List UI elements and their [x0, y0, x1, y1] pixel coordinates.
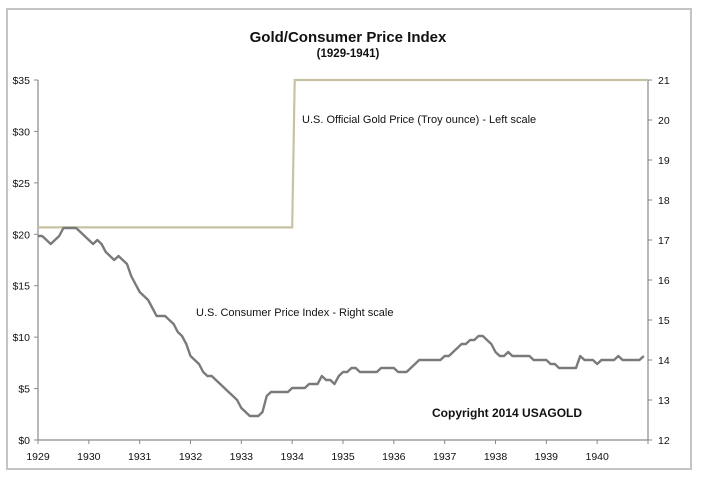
x-tick-label: 1929: [26, 451, 50, 463]
left-y-ticks: $0 $5 $10 $15 $20 $25 $30 $35: [12, 75, 38, 447]
left-y-tick-label: $10: [12, 332, 30, 344]
right-y-tick-label: 13: [658, 395, 670, 407]
cpi-line-annotation: U.S. Consumer Price Index - Right scale: [196, 307, 393, 319]
x-tick-label: 1933: [230, 451, 254, 463]
x-tick-label: 1936: [382, 451, 406, 463]
right-y-tick-label: 16: [658, 275, 670, 287]
left-y-tick-label: $5: [18, 384, 30, 396]
x-tick-label: 1935: [331, 451, 355, 463]
right-y-ticks: 12 13 14 15 16 17 18 19 20 21: [648, 75, 670, 447]
right-y-tick-label: 20: [658, 115, 670, 127]
cpi-line: [38, 226, 645, 418]
chart-title: Gold/Consumer Price Index: [250, 29, 447, 46]
left-y-tick-label: $25: [12, 178, 30, 190]
copyright-text: Copyright 2014 USAGOLD: [432, 406, 582, 420]
left-y-tick-label: $30: [12, 126, 30, 138]
x-tick-label: 1932: [179, 451, 203, 463]
left-y-tick-label: $20: [12, 229, 30, 241]
x-tick-label: 1931: [128, 451, 152, 463]
x-tick-label: 1938: [484, 451, 508, 463]
right-y-tick-label: 15: [658, 315, 670, 327]
chart-frame: [6, 8, 692, 470]
right-y-tick-label: 21: [658, 75, 670, 87]
x-tick-label: 1934: [280, 451, 304, 463]
right-y-tick-label: 12: [658, 435, 670, 447]
axes: [37, 80, 649, 441]
x-tick-label: 1937: [433, 451, 457, 463]
right-y-tick-label: 17: [658, 235, 670, 247]
x-tick-label: 1940: [585, 451, 609, 463]
gold-line-annotation: U.S. Official Gold Price (Troy ounce) - …: [302, 114, 536, 126]
gold-price-line: [38, 78, 648, 229]
left-y-tick-label: $0: [18, 435, 30, 447]
left-y-tick-label: $35: [12, 75, 30, 87]
chart-subtitle: (1929-1941): [317, 48, 380, 60]
x-tick-label: 1930: [77, 451, 101, 463]
x-ticks: 1929 1930 1931 1932 1933 1934 1935 1936 1937 1938…: [26, 440, 649, 463]
left-y-tick-label: $15: [12, 281, 30, 293]
right-y-tick-label: 18: [658, 195, 670, 207]
right-y-tick-label: 14: [658, 355, 670, 367]
x-tick-label: 1939: [535, 451, 559, 463]
right-y-tick-label: 19: [658, 155, 670, 167]
